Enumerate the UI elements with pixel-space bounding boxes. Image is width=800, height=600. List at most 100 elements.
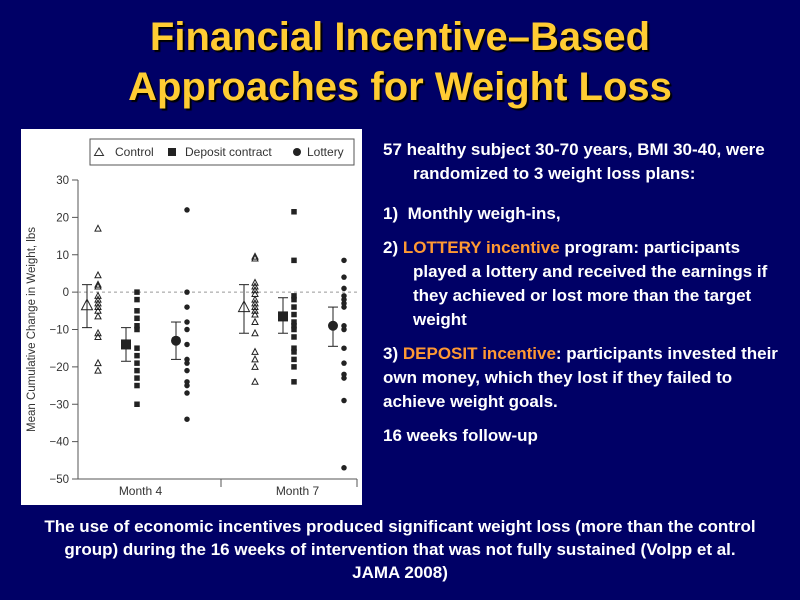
- lottery-point: [184, 390, 190, 396]
- deposit-contract-point: [134, 375, 140, 381]
- control-point: [251, 285, 259, 294]
- control-point: [94, 312, 102, 320]
- plan-item-1: 1) Monthly weigh-ins,: [383, 202, 788, 226]
- chart-marks: [80, 207, 347, 471]
- y-tick-label: −50: [49, 474, 69, 486]
- control-point: [94, 224, 102, 232]
- plan-item-2: 2) LOTTERY incentive program: participan…: [383, 236, 788, 332]
- deposit-contract-point: [291, 345, 297, 351]
- control-point: [94, 328, 102, 337]
- plan-item-2-text: program: participants played a lottery a…: [413, 238, 768, 329]
- deposit-contract-point: [134, 367, 140, 374]
- control-point: [251, 306, 259, 314]
- lottery-point: [341, 465, 347, 471]
- legend-box: [89, 138, 355, 166]
- slide-title: Financial Incentive–Based Approaches for…: [0, 12, 800, 112]
- control-point: [94, 358, 102, 367]
- control-point: [251, 377, 259, 385]
- lottery-point: [341, 345, 347, 351]
- control-point: [94, 366, 102, 374]
- y-tick-label: 20: [56, 212, 69, 224]
- y-tick-label: 0: [63, 287, 69, 299]
- deposit-contract-mean-marker: [121, 339, 131, 350]
- deposit-contract-point: [134, 289, 140, 295]
- deposit-contract-point: [291, 349, 297, 355]
- y-tick-label: −40: [49, 437, 69, 449]
- plan-item-3: 3) DEPOSIT incentive: participants inves…: [383, 342, 788, 414]
- deposit-contract-point: [134, 315, 140, 322]
- deposit-contract-point: [291, 356, 297, 363]
- control-mean-marker: [237, 299, 251, 313]
- plan-item-3-number: 3): [383, 344, 399, 363]
- description-panel: 57 healthy subject 30-70 years, BMI 30-4…: [383, 138, 788, 448]
- control-point: [94, 280, 102, 288]
- lottery-point: [184, 319, 190, 325]
- lottery-point: [184, 289, 190, 295]
- y-tick-label: −10: [49, 325, 69, 337]
- legend-lottery-marker: [293, 148, 301, 156]
- control-point: [251, 362, 259, 370]
- lottery-mean-marker: [171, 335, 181, 346]
- control-point: [94, 291, 102, 299]
- lottery-point: [184, 416, 190, 422]
- lottery-point: [341, 274, 347, 280]
- deposit-contract-point: [291, 293, 297, 299]
- title-line-1: Financial Incentive–Based: [149, 15, 651, 59]
- deposit-contract-point: [134, 326, 140, 333]
- chart-legend: Control Deposit contract Lottery: [89, 138, 355, 166]
- deposit-contract-point: [134, 401, 140, 407]
- lottery-point: [184, 341, 190, 348]
- deposit-contract-point: [291, 334, 297, 340]
- control-point: [251, 282, 259, 290]
- x-category-label: Month 4: [119, 484, 163, 498]
- plan-item-2-number: 2): [383, 238, 399, 257]
- y-tick-label: −30: [49, 399, 69, 411]
- deposit-contract-point: [291, 319, 297, 325]
- control-point: [94, 270, 102, 279]
- plan-item-1-number: 1): [383, 204, 399, 223]
- lottery-mean-marker: [328, 320, 338, 331]
- deposit-contract-point: [291, 257, 297, 264]
- lottery-point: [184, 360, 190, 366]
- y-axis-label: Mean Cumulative Change in Weight, lbs: [26, 227, 38, 432]
- control-point: [251, 328, 259, 337]
- lottery-point: [341, 326, 347, 333]
- y-tick-label: 30: [56, 175, 69, 187]
- deposit-contract-point: [134, 296, 140, 303]
- lottery-point: [341, 285, 347, 292]
- control-point: [94, 332, 102, 340]
- lottery-point: [184, 207, 190, 213]
- legend-label: Deposit contract: [185, 145, 272, 159]
- lottery-point: [341, 257, 347, 264]
- lottery-point: [184, 382, 190, 389]
- control-point: [251, 278, 259, 286]
- control-point: [251, 252, 259, 260]
- deposit-contract-point: [134, 352, 140, 359]
- legend-control-marker: [93, 147, 105, 156]
- legend-label: Lottery: [307, 145, 344, 159]
- deposit-contract-point: [291, 304, 297, 310]
- plan-item-3-text: : participants invested their own money,…: [383, 344, 778, 411]
- y-tick-label: −20: [49, 362, 69, 374]
- control-point: [251, 310, 259, 318]
- deposit-contract-point: [291, 326, 297, 333]
- deposit-highlight: DEPOSIT incentive: [402, 344, 556, 363]
- legend-label: Control: [115, 145, 154, 159]
- chart-axes: 30 20 10 0 −10 −20 −30 −40 −50 Mean Cumulative Ch…: [26, 175, 358, 498]
- chart-panel: Control Deposit contract Lottery 30 20 10 0 −1…: [21, 129, 362, 505]
- plan-item-1-text: Monthly weigh-ins,: [407, 204, 561, 223]
- lottery-point: [341, 375, 347, 381]
- followup-text: 16 weeks follow-up: [383, 426, 538, 445]
- deposit-contract-point: [291, 379, 297, 385]
- title-line-2: Approaches for Weight Loss: [128, 65, 672, 109]
- control-point: [94, 298, 102, 307]
- deposit-contract-point: [134, 382, 140, 389]
- y-tick-label: 10: [56, 250, 69, 262]
- deposit-contract-point: [134, 323, 140, 329]
- deposit-contract-point: [291, 296, 297, 303]
- lottery-point: [184, 326, 190, 333]
- control-point: [94, 295, 102, 303]
- deposit-contract-point: [291, 311, 297, 318]
- control-point: [251, 254, 259, 262]
- control-mean-marker: [80, 298, 94, 311]
